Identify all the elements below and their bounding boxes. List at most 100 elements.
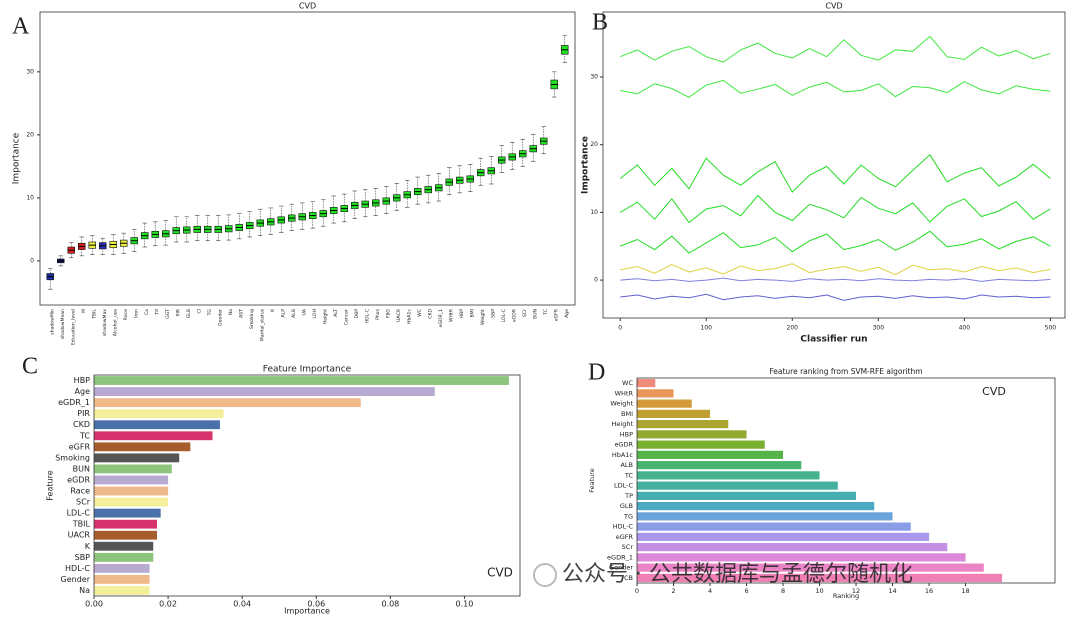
- x-tick-label: 6: [744, 587, 748, 595]
- y-tick-label: HBP: [74, 376, 91, 385]
- plot-frame: [636, 377, 1056, 584]
- bar: [94, 552, 154, 562]
- y-tick-label: SCr: [622, 543, 634, 551]
- y-tick-label: SBP: [75, 553, 91, 562]
- x-tick-label: 18: [961, 587, 969, 595]
- x-tick-label: GGT: [165, 309, 171, 319]
- bar: [94, 475, 169, 485]
- bar: [637, 420, 729, 429]
- series-line: [619, 194, 1051, 224]
- y-tick-label: TC: [79, 431, 90, 440]
- x-tick-label: CKD: [427, 309, 433, 319]
- x-tick-label: HBP: [459, 309, 465, 319]
- bar: [94, 586, 150, 595]
- panel-label: D: [588, 360, 605, 386]
- x-tick-label: Phos: [375, 308, 381, 319]
- y-tick-label: CKD: [73, 420, 90, 429]
- y-tick-label: HBP: [620, 430, 633, 438]
- y-tick-label: eGFR: [69, 442, 91, 451]
- series-line: [620, 293, 1051, 301]
- x-tick-label: ALP: [280, 309, 286, 318]
- x-tick-label: 8: [781, 587, 785, 595]
- bar: [637, 461, 802, 470]
- x-tick-label: DBP: [354, 309, 360, 319]
- bar: [94, 508, 161, 518]
- y-tick-label: Age: [75, 387, 91, 396]
- y-tick-label: eGDR_1: [58, 398, 90, 407]
- x-tick-label: 200: [787, 325, 799, 332]
- bar: [94, 398, 361, 408]
- y-tick-label: WHtR: [615, 389, 634, 397]
- y-tick-label: WC: [622, 379, 633, 387]
- bar: [637, 389, 674, 398]
- x-tick-label: Height: [322, 309, 328, 324]
- y-tick-label: Na: [79, 586, 90, 595]
- series-line: [620, 277, 1051, 282]
- x-tick-label: TP: [154, 309, 160, 316]
- bar: [637, 512, 893, 521]
- x-tick-label: SBP: [490, 309, 496, 318]
- y-tick-label: SCr: [76, 498, 91, 507]
- bar: [637, 379, 656, 388]
- bar: [94, 453, 180, 463]
- y-tick-label: HbA1c: [612, 451, 634, 459]
- x-tick-label: 0: [618, 325, 622, 332]
- y-tick-label: LDL-C: [67, 509, 91, 518]
- x-tick-label: HbA1c: [406, 309, 412, 324]
- bar: [637, 430, 747, 439]
- x-tick-label: LDH: [312, 309, 318, 319]
- y-tick-label: 0: [594, 277, 598, 284]
- panel-label: A: [12, 14, 30, 40]
- x-tick-label: Ca: [144, 309, 150, 315]
- bar: [637, 481, 838, 490]
- bar: [94, 420, 220, 430]
- series-line: [620, 35, 1051, 63]
- y-tick-label: HDL-C: [65, 564, 90, 573]
- x-tick-label: shadowMean: [60, 309, 66, 339]
- y-tick-label: LDL-C: [614, 482, 633, 490]
- x-tick-label: TC: [543, 309, 549, 316]
- x-tick-label: 2: [671, 587, 675, 595]
- bar: [94, 376, 509, 385]
- series-line: [620, 263, 1051, 276]
- x-tick-label: TG: [207, 309, 213, 317]
- y-tick-label: ALB: [620, 461, 633, 469]
- x-tick-label: BMI: [469, 309, 475, 317]
- x-tick-label: Cl: [196, 309, 202, 313]
- bar: [94, 530, 157, 540]
- plot-frame: [602, 11, 1066, 319]
- y-tick-label: BMI: [621, 410, 633, 418]
- x-tick-label: Smoking: [249, 309, 255, 329]
- x-tick-label: WHtR: [448, 308, 454, 322]
- x-tick-label: 0.08: [381, 600, 399, 609]
- chart-title: Feature ranking from SVM-RFE algorithm: [769, 367, 922, 376]
- y-tick-label: TBIL: [72, 520, 91, 529]
- x-tick-label: M: [81, 309, 87, 313]
- bar: [94, 519, 157, 529]
- bar: [637, 440, 765, 449]
- x-tick-label: FBG: [385, 309, 391, 319]
- panel-label: C: [22, 354, 38, 380]
- bar: [94, 497, 169, 507]
- y-tick-label: Height: [612, 420, 634, 428]
- x-tick-label: 0.04: [233, 600, 251, 609]
- x-tick-label: WC: [417, 309, 423, 317]
- x-tick-label: 16: [925, 587, 933, 595]
- bar: [637, 399, 692, 408]
- x-tick-label: ALB: [291, 309, 297, 318]
- x-tick-label: UACR: [396, 308, 402, 322]
- bar: [94, 442, 191, 452]
- x-tick-label: Education_level: [70, 309, 76, 345]
- bar: [94, 387, 435, 396]
- y-tick-label: 0: [30, 257, 34, 264]
- bar: [637, 532, 930, 541]
- x-tick-label: eGDR_1: [438, 309, 444, 327]
- y-tick-label: eGDR: [67, 475, 90, 484]
- y-tick-label: 30: [26, 68, 34, 75]
- x-tick-label: 500: [1045, 325, 1057, 332]
- bar: [637, 563, 984, 572]
- y-tick-label: 30: [590, 73, 598, 80]
- bar: [94, 563, 150, 573]
- y-tick-label: PIR: [77, 409, 90, 418]
